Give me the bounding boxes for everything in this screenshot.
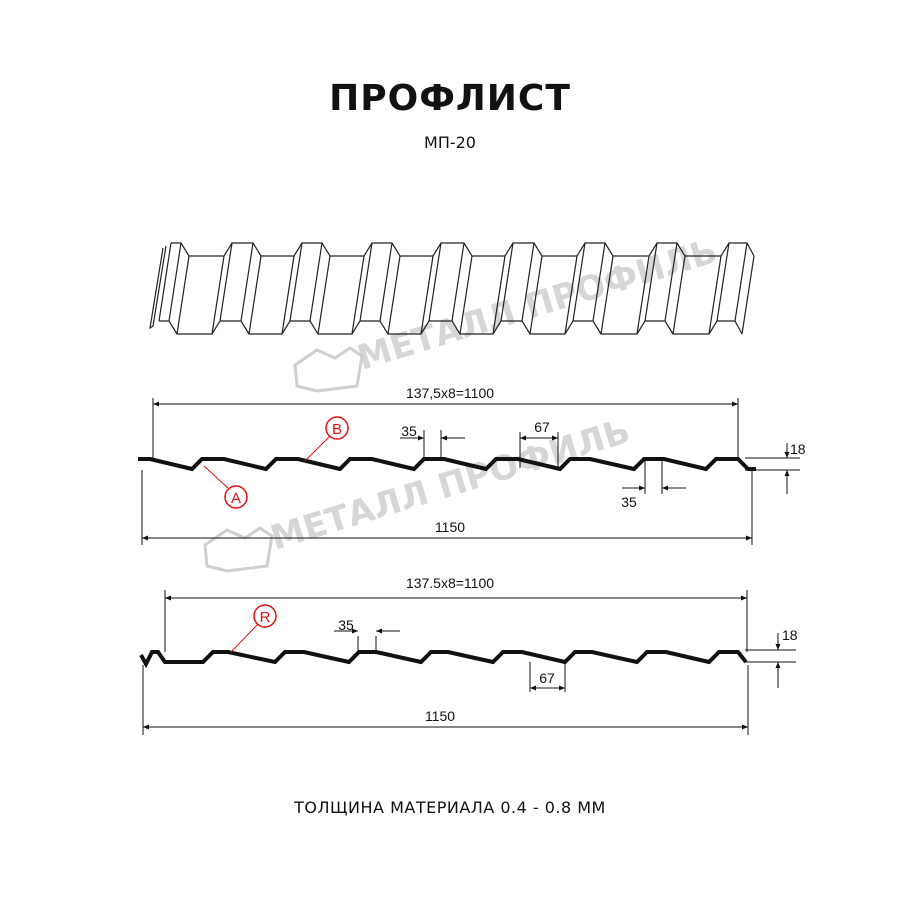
model-subtitle: МП-20 <box>424 133 476 152</box>
dimension-arrowhead <box>153 401 159 407</box>
sheet-rib-edge <box>734 242 748 322</box>
dimension-arrowhead <box>784 470 790 476</box>
sheet-rib-edge <box>500 242 514 322</box>
sheet-rib-edge <box>289 242 303 322</box>
dimension-arrowhead <box>775 662 781 668</box>
profile-b-drawing <box>142 590 796 735</box>
sheet-rib-edge <box>420 255 434 335</box>
sheet-rib-edge <box>351 255 365 335</box>
dimension-arrowhead <box>746 535 752 541</box>
sheet-rib-edge <box>219 242 233 322</box>
dimension-arrowhead <box>639 485 645 491</box>
sheet-rib-edge <box>644 242 658 322</box>
sheet-rib-edge <box>459 255 473 335</box>
dimension-arrowhead <box>775 644 781 650</box>
dimension-arrowhead <box>418 435 424 441</box>
dimension-arrowhead <box>662 485 668 491</box>
sheet-rib-edge <box>248 255 262 335</box>
dimension-arrowhead <box>732 401 738 407</box>
sheet-rib-edge <box>564 255 578 335</box>
profile-a-line <box>138 457 756 472</box>
profile-a-height-label: 18 <box>790 441 806 457</box>
sheet-rib-edge <box>168 242 182 322</box>
watermark-text: МЕТАЛЛ ПРОФИЛЬ <box>266 411 635 558</box>
marker-r: R <box>230 604 277 653</box>
material-thickness-note: ТОЛЩИНА МАТЕРИАЛА 0.4 - 0.8 ММ <box>294 798 606 817</box>
dimension-arrowhead <box>142 535 148 541</box>
marker-a: A <box>203 465 248 509</box>
dimension-arrowhead <box>376 628 382 634</box>
dimension-arrowhead <box>165 595 171 601</box>
dimension-arrowhead <box>784 452 790 458</box>
sheet-rib-edge <box>600 255 614 335</box>
sheet-rib-edge <box>741 255 755 335</box>
sheet-rib-edge <box>672 255 686 335</box>
profile-a-rib-top-label: 35 <box>401 423 417 439</box>
sheet-3d-illustration <box>149 242 755 335</box>
sheet-rib-edge <box>636 255 650 335</box>
profile-a-rib-bottom-label: 35 <box>621 494 637 510</box>
sheet-rib-edge <box>211 255 225 335</box>
dimension-arrowhead <box>441 435 447 441</box>
sheet-rib-edge <box>428 242 442 322</box>
sheet-rib-edge <box>317 255 331 335</box>
sheet-rib-edge <box>572 242 586 322</box>
sheet-rib-edge <box>158 242 172 322</box>
sheet-rib-edge <box>379 242 393 322</box>
sheet-rib-edge <box>664 242 678 322</box>
sheet-rib-edge <box>492 255 506 335</box>
marker-a-label: A <box>231 490 241 507</box>
sheet-rib-edge <box>451 242 465 322</box>
dimension-arrowhead <box>352 628 358 634</box>
marker-b: B <box>304 416 349 462</box>
profile-b-height-label: 18 <box>782 627 798 643</box>
watermark-text: МЕТАЛЛ ПРОФИЛЬ <box>353 231 722 378</box>
profile-b-width-label: 1150 <box>425 708 455 724</box>
dimension-arrowhead <box>742 724 748 730</box>
sheet-rib-edge <box>359 242 373 322</box>
dimension-arrowhead <box>530 685 536 691</box>
marker-r-label: R <box>260 609 271 626</box>
profile-a-width-label: 1150 <box>435 519 465 535</box>
profile-a-pitch-label: 137,5x8=1100 <box>406 385 494 401</box>
sheet-rib-edge <box>176 255 190 335</box>
dimension-arrowhead <box>559 685 565 691</box>
watermark-top: МЕТАЛЛ ПРОФИЛЬ <box>293 231 722 393</box>
sheet-overlap-edge <box>149 245 167 330</box>
dimension-arrowhead <box>741 595 747 601</box>
sheet-rib-edge <box>281 255 295 335</box>
sheet-rib-edge <box>708 255 722 335</box>
sheet-rib-edge <box>309 242 323 322</box>
sheet-rib-edge <box>592 242 606 322</box>
sheet-rib-edge <box>521 242 535 322</box>
sheet-rib-edge <box>387 255 401 335</box>
dimension-arrowhead <box>520 435 526 441</box>
sheet-rib-edge <box>716 242 730 322</box>
profile-b-pitch-label: 137.5x8=1100 <box>406 575 494 591</box>
dimension-arrowhead <box>552 435 558 441</box>
page-title: ПРОФЛИСТ <box>329 78 571 119</box>
dimension-arrowhead <box>143 724 149 730</box>
sheet-rib-edge <box>240 242 254 322</box>
profile-a-spacing-label: 67 <box>534 419 550 435</box>
sheet-rib-edge <box>529 255 543 335</box>
profile-b-spacing-label: 67 <box>539 670 555 686</box>
watermark-middle: МЕТАЛЛ ПРОФИЛЬ <box>203 411 635 573</box>
profile-b-line <box>139 650 748 669</box>
dimension-arrows <box>142 401 790 730</box>
marker-b-label: B <box>332 421 342 438</box>
profile-a-drawing <box>141 398 800 545</box>
profile-b-rib-top-label: 35 <box>338 617 354 633</box>
